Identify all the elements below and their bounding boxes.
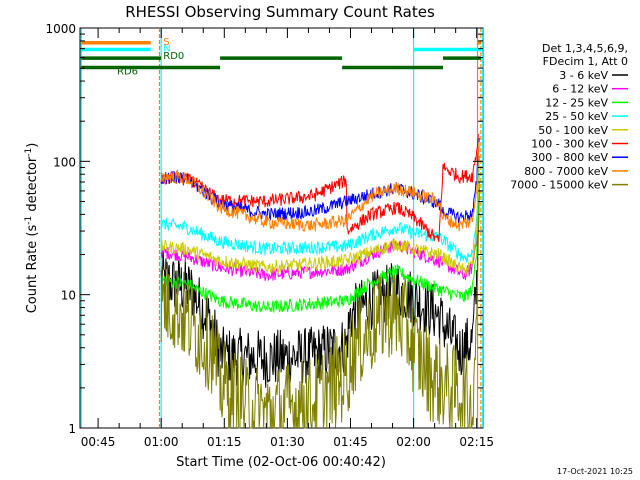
x-tick-label-01-15: 01:15 — [207, 435, 242, 449]
y-axis-ticks: 1 10 100 1000 — [45, 22, 483, 436]
series-25-50-kev-line — [161, 161, 480, 263]
series-800-7000-kev-line — [160, 141, 480, 232]
legend-label-50-100-kev: 50 - 100 keV — [538, 124, 608, 137]
timestamp-footer: 17-Oct-2021 10:25 — [557, 467, 633, 476]
legend-header-1: Det 1,3,4,5,6,9, — [542, 42, 628, 55]
series-7000-15000-kev-line — [160, 201, 480, 429]
legend-label-12-25-kev: 12 - 25 keV — [545, 96, 608, 109]
x-tick-label-01-00: 01:00 — [144, 435, 179, 449]
x-tick-label-01-30: 01:30 — [270, 435, 305, 449]
flag-label-rd0: RD0 — [163, 51, 184, 62]
series-50-100-kev-line — [160, 167, 480, 277]
legend-label-7000-15000-kev: 7000 - 15000 keV — [510, 179, 608, 192]
y-tick-label-1000: 1000 — [45, 22, 76, 36]
legend-label-100-300-kev: 100 - 300 keV — [531, 138, 608, 151]
series-6-12-kev-line — [160, 155, 480, 281]
y-tick-label-1: 1 — [68, 422, 76, 436]
legend-label-6-12-kev: 6 - 12 keV — [552, 83, 608, 96]
x-tick-label-02-00: 02:00 — [396, 435, 431, 449]
y-tick-label-100: 100 — [53, 155, 76, 169]
legend-label-800-7000-kev: 800 - 7000 keV — [524, 165, 608, 178]
series-lines — [160, 134, 480, 429]
legend-label-3-6-kev: 3 - 6 keV — [559, 69, 608, 82]
flag-label-s: S — [163, 37, 169, 48]
y-axis-label-main: Count Rate (s — [25, 225, 40, 314]
y-axis-label-end: ) — [25, 143, 40, 148]
legend-label-25-50-kev: 25 - 50 keV — [545, 110, 608, 123]
x-tick-label-02-15: 02:15 — [459, 435, 494, 449]
y-axis-label: Count Rate (s-1 detector-1) — [24, 143, 40, 314]
flag-label-n: N — [163, 43, 170, 54]
legend-label-300-800-kev: 300 - 800 keV — [531, 151, 608, 164]
y-axis-label-sup2: -1 — [24, 148, 34, 157]
x-axis-label: Start Time (02-Oct-06 00:40:42) — [176, 455, 386, 470]
y-axis-label-mid: detector — [25, 156, 40, 216]
series-300-800-kev-line — [160, 137, 480, 223]
chart-title: RHESSI Observing Summary Count Rates — [125, 3, 435, 21]
legend-header-2: FDecim 1, Att 0 — [543, 55, 628, 68]
y-axis-label-sup1: -1 — [24, 216, 34, 225]
flag-label-rd6: RD6 — [117, 67, 138, 78]
y-tick-label-10: 10 — [61, 289, 76, 303]
legend: Det 1,3,4,5,6,9, FDecim 1, Att 0 3 - 6 k… — [510, 42, 628, 192]
series-12-25-kev-line — [160, 174, 480, 313]
x-axis-ticks: 00:45 01:00 01:15 01:30 01:45 02:00 02:15 — [81, 28, 494, 449]
x-tick-label-00-45: 00:45 — [81, 435, 116, 449]
x-tick-label-01-45: 01:45 — [333, 435, 368, 449]
